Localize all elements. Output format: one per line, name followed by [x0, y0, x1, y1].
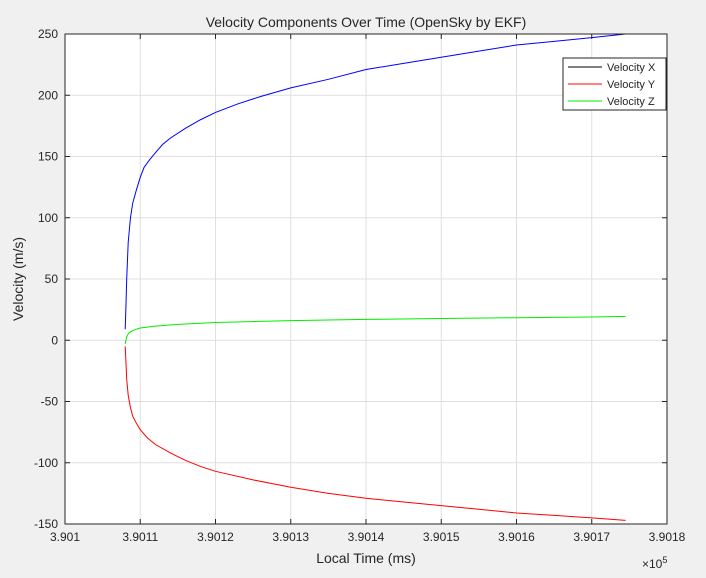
legend-label-velocity-x: Velocity X: [607, 62, 656, 74]
x-axis-multiplier-base: ×10: [642, 557, 663, 571]
x-tick-label: 3.9017: [573, 530, 610, 544]
series-line-velocity-z: [124, 315, 626, 345]
legend-label-velocity-z: Velocity Z: [607, 96, 655, 108]
x-tick-label: 3.9015: [423, 530, 460, 544]
x-axis-label: Local Time (ms): [316, 550, 416, 566]
series-line-velocity-x: [124, 33, 626, 330]
x-axis-multiplier: ×105: [642, 555, 667, 571]
y-tick-label: 100: [38, 211, 58, 225]
chart-title: Velocity Components Over Time (OpenSky b…: [206, 14, 527, 30]
y-tick-label: 250: [38, 27, 58, 41]
y-axis-ticks: -150 -100 -50 0 50 100 150 200 250: [34, 27, 667, 531]
y-tick-label: 0: [51, 333, 58, 347]
x-tick-label: 3.9016: [498, 530, 535, 544]
x-tick-label: 3.9012: [197, 530, 234, 544]
series-lines: [124, 33, 626, 521]
x-axis-multiplier-exponent: 5: [662, 555, 667, 565]
y-tick-label: 200: [38, 88, 58, 102]
x-tick-label: 3.9011: [122, 530, 158, 544]
y-tick-label: 50: [45, 272, 59, 286]
x-tick-label: 3.9014: [348, 530, 385, 544]
y-axis-label: Velocity (m/s): [10, 237, 26, 321]
x-tick-label: 3.901: [50, 530, 80, 544]
x-axis-ticks: 3.901 3.9011 3.9012 3.9013 3.9014 3.9015 3.901…: [50, 34, 686, 544]
series-line-velocity-y: [124, 346, 626, 521]
x-tick-label: 3.9013: [272, 530, 309, 544]
legend: Velocity X Velocity Y Velocity Z: [562, 57, 667, 111]
y-tick-label: -150: [34, 517, 58, 531]
y-tick-label: -100: [34, 456, 58, 470]
y-tick-label: 150: [38, 150, 58, 164]
legend-label-velocity-y: Velocity Y: [607, 79, 656, 91]
y-tick-label: -50: [41, 395, 59, 409]
x-tick-label: 3.9018: [649, 530, 686, 544]
